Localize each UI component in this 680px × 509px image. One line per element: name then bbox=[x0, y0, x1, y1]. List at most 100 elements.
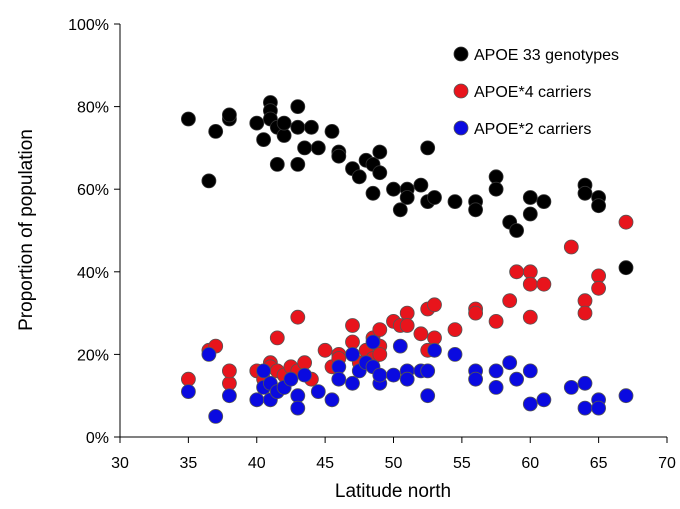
data-point bbox=[221, 363, 237, 379]
legend-label: APOE 33 genotypes bbox=[474, 47, 619, 64]
data-point bbox=[180, 371, 196, 387]
data-point bbox=[399, 305, 415, 321]
data-point bbox=[249, 115, 265, 131]
data-point bbox=[386, 367, 401, 383]
data-point bbox=[502, 293, 518, 309]
data-point bbox=[365, 334, 381, 350]
x-axis-title: Latitude north bbox=[335, 481, 451, 502]
legend-label: APOE*4 carriers bbox=[474, 84, 591, 101]
data-point bbox=[276, 115, 292, 131]
data-point bbox=[447, 322, 463, 338]
data-point bbox=[201, 346, 217, 362]
data-point bbox=[372, 144, 388, 160]
data-point bbox=[324, 123, 340, 139]
data-point bbox=[427, 190, 442, 205]
data-point bbox=[269, 330, 285, 346]
y-tick-label: 100% bbox=[68, 17, 109, 34]
data-point bbox=[351, 169, 367, 185]
data-point bbox=[399, 318, 415, 333]
data-point bbox=[413, 177, 429, 193]
data-point bbox=[522, 190, 538, 205]
data-point bbox=[488, 169, 504, 185]
data-point bbox=[413, 326, 429, 342]
data-point bbox=[386, 181, 401, 197]
data-point bbox=[509, 264, 524, 280]
data-point bbox=[577, 293, 593, 309]
legend-marker bbox=[453, 83, 469, 99]
data-point bbox=[276, 128, 292, 143]
data-point bbox=[372, 165, 388, 181]
data-point bbox=[536, 392, 552, 408]
data-point bbox=[427, 297, 442, 313]
data-point bbox=[345, 318, 360, 333]
data-point bbox=[283, 371, 299, 387]
data-point bbox=[208, 408, 224, 424]
data-points bbox=[180, 95, 634, 424]
series-2 bbox=[180, 334, 634, 424]
data-point bbox=[345, 375, 360, 391]
data-point bbox=[249, 392, 265, 408]
data-point bbox=[420, 388, 436, 404]
data-point bbox=[420, 363, 436, 379]
x-tick-label: 60 bbox=[521, 455, 539, 472]
data-point bbox=[269, 156, 285, 172]
x-tick-label: 45 bbox=[316, 455, 334, 472]
data-point bbox=[577, 375, 593, 391]
data-point bbox=[577, 185, 593, 201]
data-point bbox=[522, 309, 538, 325]
data-point bbox=[618, 214, 634, 230]
y-tick-label: 60% bbox=[77, 182, 109, 199]
data-point bbox=[365, 185, 381, 201]
data-point bbox=[345, 334, 360, 350]
data-point bbox=[372, 346, 388, 362]
data-point bbox=[420, 140, 436, 156]
x-tick-label: 35 bbox=[179, 455, 197, 472]
data-point bbox=[447, 346, 463, 362]
data-point bbox=[536, 276, 552, 292]
data-point bbox=[563, 379, 579, 395]
data-point bbox=[345, 346, 360, 362]
data-point bbox=[618, 260, 634, 276]
series-0 bbox=[180, 95, 634, 276]
y-tick-label: 80% bbox=[77, 100, 109, 117]
legend-marker bbox=[453, 120, 469, 136]
legend-label: APOE*2 carriers bbox=[474, 121, 591, 138]
y-tick-label: 40% bbox=[77, 265, 109, 282]
data-point bbox=[290, 99, 306, 114]
data-point bbox=[509, 223, 524, 238]
data-point bbox=[221, 388, 237, 404]
data-point bbox=[201, 173, 217, 189]
data-point bbox=[290, 388, 306, 404]
x-tick-label: 50 bbox=[385, 455, 403, 472]
y-tick-label: 0% bbox=[86, 430, 109, 447]
x-tick-label: 30 bbox=[111, 455, 129, 472]
data-point bbox=[577, 400, 593, 416]
data-point bbox=[180, 384, 196, 400]
data-point bbox=[522, 363, 538, 379]
data-point bbox=[591, 280, 606, 296]
data-point bbox=[331, 371, 347, 387]
data-point bbox=[256, 363, 272, 379]
data-point bbox=[447, 194, 463, 210]
data-point bbox=[427, 342, 442, 358]
data-point bbox=[317, 342, 333, 358]
data-point bbox=[372, 322, 388, 338]
data-point bbox=[591, 400, 606, 416]
data-point bbox=[256, 132, 272, 148]
data-point bbox=[290, 400, 306, 416]
series-1 bbox=[180, 214, 634, 395]
data-point bbox=[522, 396, 538, 412]
data-point bbox=[509, 371, 524, 387]
data-point bbox=[536, 194, 552, 210]
data-point bbox=[290, 119, 306, 135]
data-point bbox=[563, 239, 579, 255]
data-point bbox=[522, 276, 538, 292]
legend-marker bbox=[453, 46, 469, 62]
data-point bbox=[221, 107, 237, 123]
data-point bbox=[180, 111, 196, 127]
data-point bbox=[488, 379, 504, 395]
x-tick-label: 55 bbox=[453, 455, 471, 472]
data-point bbox=[310, 384, 326, 400]
x-tick-label: 70 bbox=[658, 455, 676, 472]
